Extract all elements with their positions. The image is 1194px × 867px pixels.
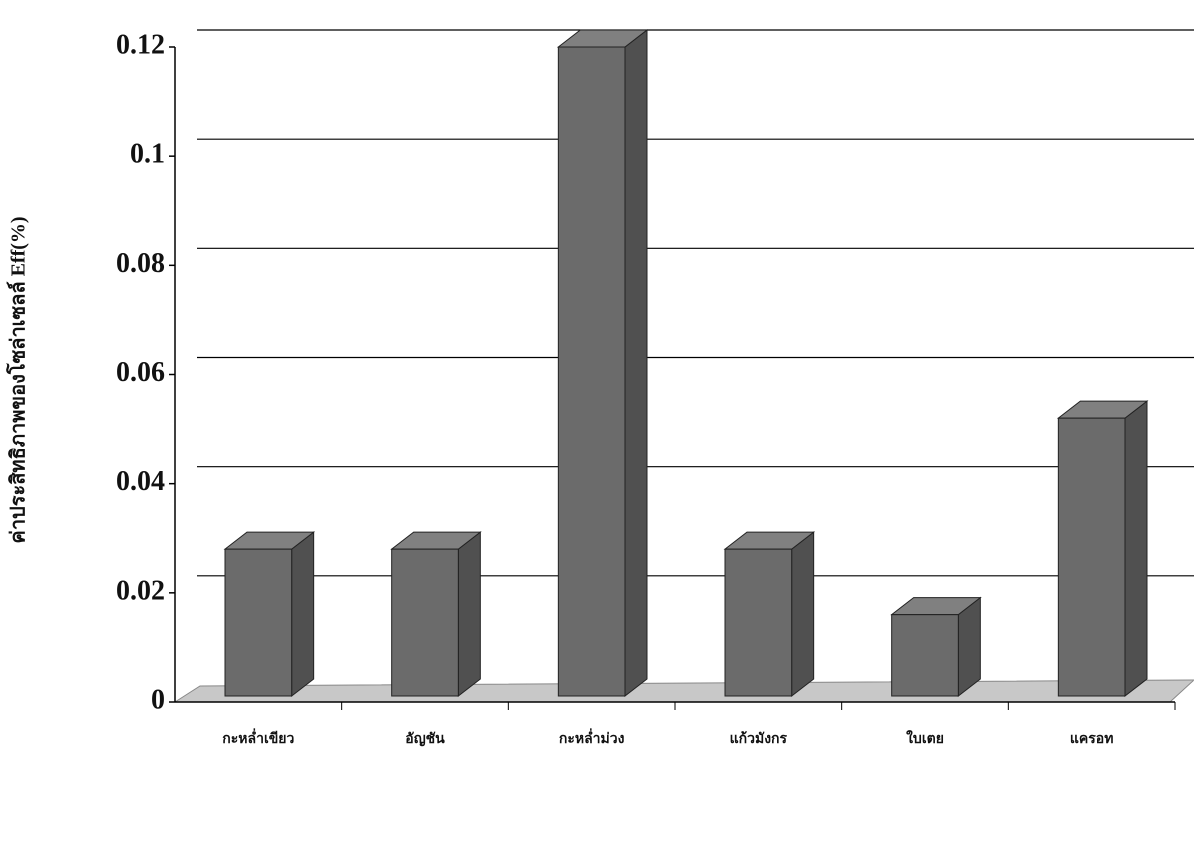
y-tick-label: 0.02	[116, 575, 165, 606]
bar-side	[457, 531, 481, 698]
x-tick-label: ใบเตย	[906, 729, 944, 747]
bar	[891, 614, 959, 697]
x-tick-label: กะหล่ำเขียว	[222, 728, 294, 747]
bar-side	[791, 531, 815, 698]
bar	[1057, 417, 1126, 697]
y-tick-label: 0.1	[130, 139, 165, 170]
y-tick-label: 0.12	[116, 29, 165, 60]
x-tick-label: กะหล่ำม่วง	[559, 728, 625, 747]
bar	[391, 548, 459, 697]
y-tick-label: 0	[151, 684, 165, 715]
bar-side	[624, 28, 648, 698]
y-tick-label: 0.08	[116, 248, 165, 279]
y-tick-label: 0.04	[116, 466, 165, 497]
y-axis-label: ค่าประสิทธิภาพของโซล่าเซลล์ Eff(%)	[6, 216, 30, 543]
floor	[173, 679, 1194, 703]
x-tick-label: แครอท	[1070, 732, 1114, 747]
x-tick-label: อัญชัน	[405, 731, 445, 747]
bar-side	[291, 531, 315, 698]
bar	[724, 548, 793, 697]
y-tick-label: 0.06	[116, 357, 165, 388]
bar-side	[1124, 400, 1148, 698]
bar	[557, 46, 626, 697]
bar	[224, 548, 293, 697]
x-tick-label: แก้วมังกร	[730, 731, 788, 747]
